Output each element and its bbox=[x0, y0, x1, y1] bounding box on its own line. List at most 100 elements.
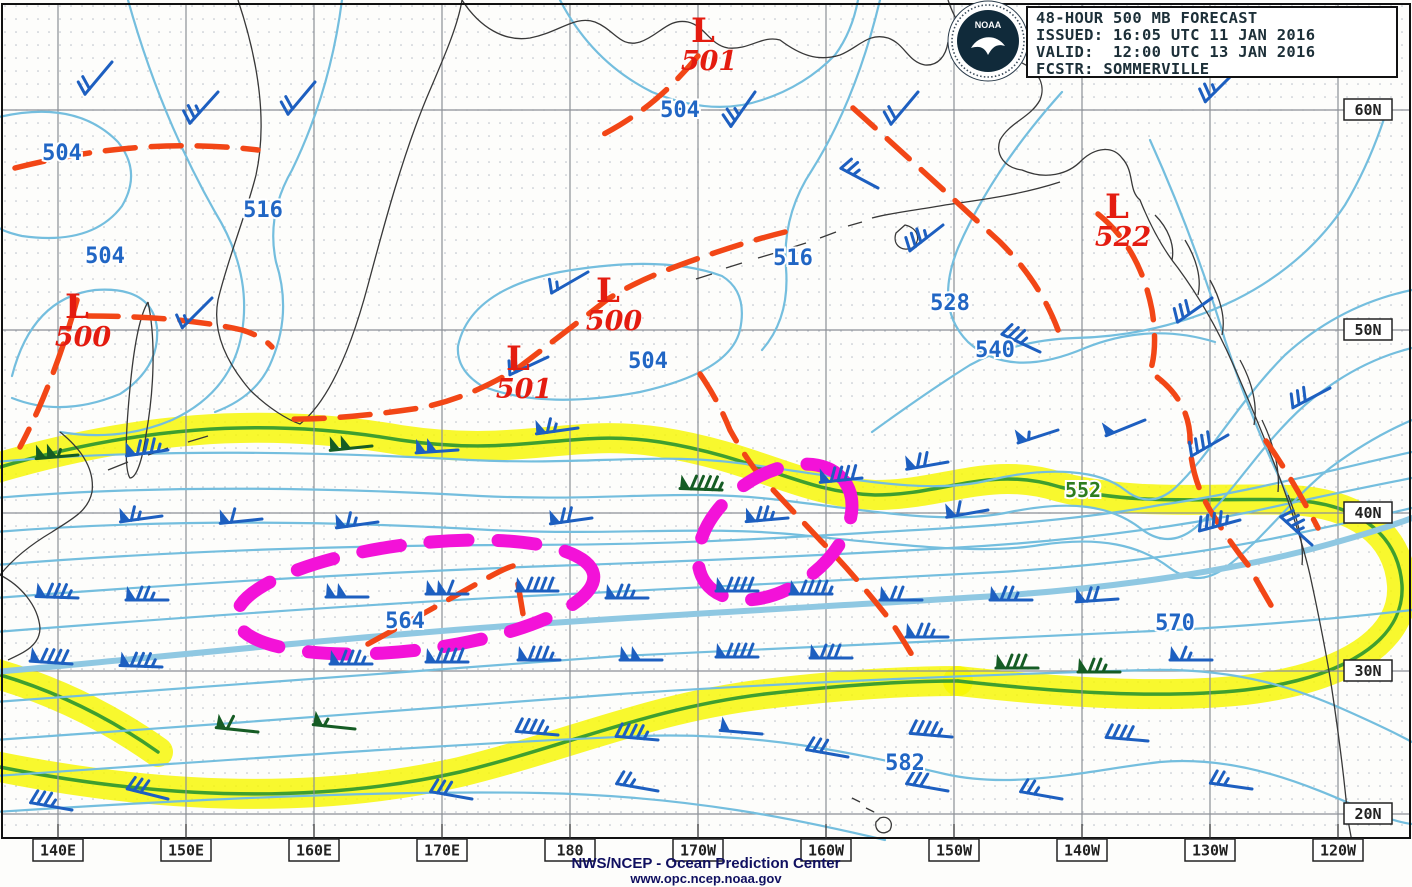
barb-feather bbox=[229, 507, 237, 524]
height-contour-label: 582 bbox=[885, 751, 925, 776]
barb-staff bbox=[905, 460, 950, 471]
noaa-logo: NOAA bbox=[947, 0, 1029, 82]
noaa-logo-text-ring bbox=[951, 4, 1025, 78]
barb-half-feather bbox=[717, 481, 724, 492]
barb-pennant bbox=[906, 623, 916, 637]
wind-barb bbox=[214, 713, 260, 734]
barb-feather bbox=[1172, 307, 1180, 324]
barb-feather bbox=[912, 771, 923, 787]
barb-pennant bbox=[905, 455, 917, 470]
barb-pennant bbox=[518, 646, 528, 660]
low-height-value: 500 bbox=[55, 322, 112, 353]
wind-barb bbox=[534, 417, 580, 436]
wind-barbs bbox=[28, 60, 1332, 812]
height-contour-label: 504 bbox=[660, 98, 700, 123]
wind-barb bbox=[76, 60, 114, 96]
wind-barb bbox=[1208, 769, 1254, 791]
contour bbox=[947, 90, 1217, 364]
barb-staff bbox=[534, 426, 580, 436]
wind-barb bbox=[878, 585, 924, 602]
wind-barb bbox=[604, 583, 650, 600]
barb-feather bbox=[46, 648, 56, 664]
barb-pennant bbox=[216, 713, 227, 729]
barb-feather bbox=[442, 647, 451, 664]
barb-pennant bbox=[330, 650, 340, 664]
barb-pennant bbox=[716, 643, 726, 657]
longitude-label-box bbox=[288, 838, 340, 862]
barb-feather bbox=[1000, 323, 1014, 336]
barb-feather bbox=[725, 107, 737, 123]
wind-barb bbox=[714, 576, 760, 593]
barb-feather bbox=[922, 450, 929, 468]
wind-barb bbox=[34, 443, 80, 461]
wind-barb bbox=[424, 579, 470, 596]
barb-half-feather bbox=[194, 104, 201, 115]
barb-pennant bbox=[1014, 429, 1028, 443]
barb-feather bbox=[889, 585, 898, 602]
barb-half-feather bbox=[49, 798, 57, 808]
barb-feather bbox=[559, 507, 566, 524]
coordinate-boxes: 140E 150E 160E 170E 180 170W 160W 150W 140W 130W 1… bbox=[32, 98, 1393, 862]
height-contour-label: 540 bbox=[975, 338, 1015, 363]
barb-half-feather bbox=[150, 658, 157, 669]
wind-barb bbox=[279, 80, 317, 116]
height-contour-label: 528 bbox=[930, 291, 970, 316]
barb-feather bbox=[689, 474, 698, 491]
wind-barb bbox=[547, 270, 590, 295]
title-line-1: 48-HOUR 500 MB FORECAST bbox=[1036, 9, 1258, 27]
barb-half-feather bbox=[66, 589, 73, 600]
barb-feather bbox=[843, 464, 851, 482]
height-contour-label: 516 bbox=[243, 198, 283, 223]
barb-feather bbox=[909, 231, 917, 249]
wind-barb bbox=[718, 716, 764, 736]
barb-feather bbox=[999, 585, 1008, 602]
barb-feather bbox=[1203, 82, 1212, 99]
barb-feather bbox=[36, 790, 47, 806]
barb-feather bbox=[449, 647, 458, 664]
wind-barb bbox=[818, 464, 864, 484]
barb-staff bbox=[328, 444, 374, 452]
barb-feather bbox=[799, 579, 808, 596]
barb-feather bbox=[532, 576, 541, 593]
barb-feather bbox=[1019, 778, 1030, 794]
barb-feather bbox=[746, 576, 755, 593]
barb-half-feather bbox=[1101, 663, 1108, 674]
wind-barb bbox=[125, 775, 170, 801]
barb-feather bbox=[52, 582, 61, 599]
wind-barb bbox=[118, 505, 164, 524]
barb-half-feather bbox=[1032, 786, 1041, 796]
wind-barb bbox=[1172, 296, 1214, 324]
barb-half-feather bbox=[827, 585, 834, 596]
contour bbox=[870, 98, 1392, 434]
graticule bbox=[2, 4, 1410, 838]
barb-feather bbox=[514, 717, 524, 733]
barb-feather bbox=[353, 649, 362, 666]
barb-half-feather bbox=[629, 589, 636, 600]
barb-half-feather bbox=[1186, 651, 1193, 662]
barb-feather bbox=[279, 100, 290, 116]
barb-feather bbox=[614, 722, 624, 738]
latitude-label: 60N bbox=[1354, 101, 1381, 119]
barb-feather bbox=[1211, 511, 1216, 529]
barb-feather bbox=[839, 157, 853, 170]
trough bbox=[12, 142, 261, 171]
barb-feather bbox=[142, 438, 149, 455]
low-height-value: 501 bbox=[681, 46, 737, 77]
contour bbox=[0, 608, 1412, 703]
wind-barb bbox=[1289, 385, 1332, 410]
longitude-label-box bbox=[32, 838, 84, 862]
barb-feather bbox=[1087, 657, 1096, 674]
barb-half-feather bbox=[548, 651, 555, 662]
contour bbox=[760, 0, 882, 352]
barb-feather bbox=[1289, 518, 1306, 528]
barb-pennant bbox=[219, 509, 231, 524]
barb-feather bbox=[1179, 645, 1188, 662]
wind-barb bbox=[788, 579, 834, 596]
wind-barb bbox=[805, 736, 850, 759]
wind-barb bbox=[124, 585, 170, 602]
barb-feather bbox=[635, 724, 645, 740]
barb-feather bbox=[812, 737, 823, 753]
barb-pennant bbox=[716, 577, 726, 591]
barb-feather bbox=[566, 506, 573, 523]
